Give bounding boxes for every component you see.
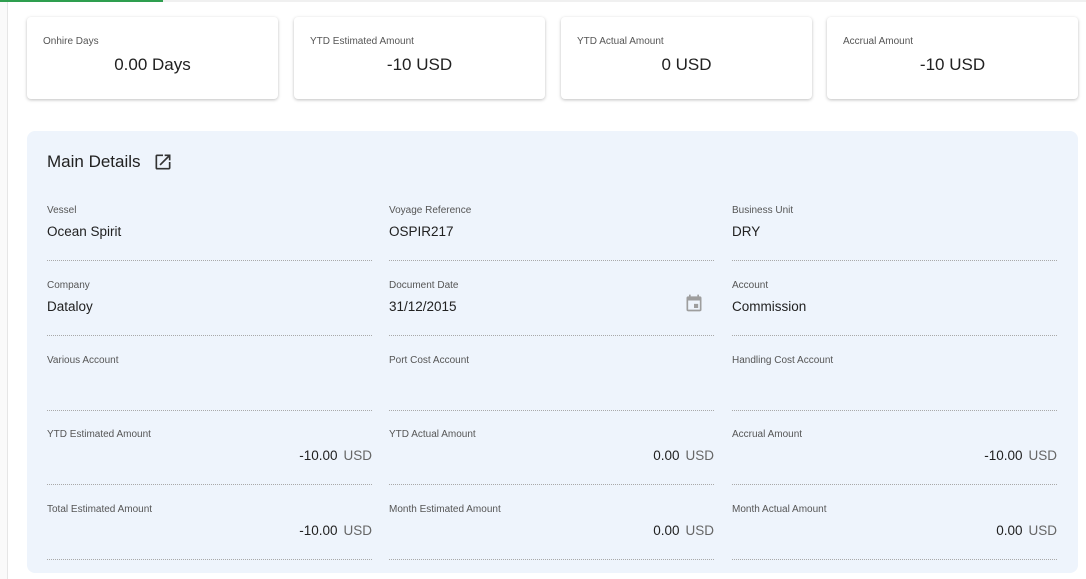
main-details-panel: Main Details Vessel Ocean Spirit Voyage Re… bbox=[27, 131, 1078, 573]
amount: -10.00 bbox=[299, 523, 338, 538]
amount: 0.00 bbox=[653, 523, 680, 538]
amount-value[interactable]: -10.00 USD bbox=[299, 523, 372, 538]
field-label: Month Estimated Amount bbox=[389, 504, 501, 515]
field-handling-cost-account[interactable]: Handling Cost Account bbox=[732, 355, 1057, 411]
panel-title: Main Details bbox=[47, 152, 141, 171]
summary-card-ytd-actual: YTD Actual Amount 0 USD bbox=[561, 17, 812, 99]
amount: -10.00 bbox=[299, 448, 338, 463]
field-label: Month Actual Amount bbox=[732, 504, 827, 515]
field-month-actual-amount[interactable]: Month Actual Amount 0.00 USD bbox=[732, 504, 1057, 560]
field-account[interactable]: Account Commission bbox=[732, 280, 1057, 336]
card-label: YTD Actual Amount bbox=[577, 36, 664, 47]
field-business-unit[interactable]: Business Unit DRY bbox=[732, 205, 1057, 261]
amount: 0.00 bbox=[996, 523, 1023, 538]
amount-value[interactable]: 0.00 USD bbox=[653, 448, 714, 463]
field-label: YTD Actual Amount bbox=[389, 429, 476, 440]
field-label: Various Account bbox=[47, 355, 119, 366]
currency: USD bbox=[1028, 523, 1057, 538]
field-month-estimated-amount[interactable]: Month Estimated Amount 0.00 USD bbox=[389, 504, 714, 560]
field-label: Total Estimated Amount bbox=[47, 504, 153, 515]
card-label: YTD Estimated Amount bbox=[310, 36, 414, 47]
field-accrual-amount[interactable]: Accrual Amount -10.00 USD bbox=[732, 429, 1057, 485]
currency: USD bbox=[685, 523, 714, 538]
calendar-icon[interactable] bbox=[684, 293, 704, 313]
currency: USD bbox=[343, 523, 372, 538]
field-document-date[interactable]: Document Date 31/12/2015 bbox=[389, 280, 714, 336]
field-label: Port Cost Account bbox=[389, 355, 470, 366]
field-port-cost-account[interactable]: Port Cost Account bbox=[389, 355, 714, 411]
field-label: Document Date bbox=[389, 280, 459, 291]
card-value: 0 USD bbox=[661, 55, 712, 74]
progress-bar bbox=[0, 0, 1086, 2]
field-label: Account bbox=[732, 280, 769, 291]
field-label: YTD Estimated Amount bbox=[47, 429, 151, 440]
field-label: Accrual Amount bbox=[732, 429, 803, 440]
card-value: -10 USD bbox=[386, 55, 453, 74]
field-value[interactable]: Commission bbox=[732, 299, 807, 314]
currency: USD bbox=[1028, 448, 1057, 463]
field-value[interactable]: Ocean Spirit bbox=[47, 224, 122, 239]
field-various-account[interactable]: Various Account bbox=[47, 355, 372, 411]
field-label: Company bbox=[47, 280, 90, 291]
progress-fill bbox=[0, 0, 163, 2]
open-in-new-icon[interactable] bbox=[153, 152, 173, 172]
field-label: Voyage Reference bbox=[389, 205, 472, 216]
main-details-header: Main Details bbox=[47, 152, 173, 172]
currency: USD bbox=[343, 448, 372, 463]
field-value[interactable]: 31/12/2015 bbox=[389, 299, 457, 314]
field-label: Business Unit bbox=[732, 205, 794, 216]
field-vessel[interactable]: Vessel Ocean Spirit bbox=[47, 205, 372, 261]
summary-card-ytd-estimated: YTD Estimated Amount -10 USD bbox=[294, 17, 545, 99]
field-value[interactable]: DRY bbox=[732, 224, 761, 239]
summary-card-accrual: Accrual Amount -10 USD bbox=[827, 17, 1078, 99]
amount-value[interactable]: 0.00 USD bbox=[653, 523, 714, 538]
field-voyage-reference[interactable]: Voyage Reference OSPIR217 bbox=[389, 205, 714, 261]
card-label: Onhire Days bbox=[43, 36, 99, 47]
card-value: -10 USD bbox=[919, 55, 986, 74]
field-value[interactable]: OSPIR217 bbox=[389, 224, 454, 239]
field-value[interactable]: Dataloy bbox=[47, 299, 93, 314]
card-value: 0.00 Days bbox=[114, 55, 191, 74]
field-label: Handling Cost Account bbox=[732, 355, 834, 366]
card-label: Accrual Amount bbox=[843, 36, 914, 47]
field-ytd-actual-amount[interactable]: YTD Actual Amount 0.00 USD bbox=[389, 429, 714, 485]
left-edge bbox=[0, 0, 8, 579]
amount-value[interactable]: 0.00 USD bbox=[996, 523, 1057, 538]
field-total-estimated-amount[interactable]: Total Estimated Amount -10.00 USD bbox=[47, 504, 372, 560]
summary-card-onhire-days: Onhire Days 0.00 Days bbox=[27, 17, 278, 99]
field-ytd-estimated-amount[interactable]: YTD Estimated Amount -10.00 USD bbox=[47, 429, 372, 485]
amount-value[interactable]: -10.00 USD bbox=[299, 448, 372, 463]
field-label: Vessel bbox=[47, 205, 77, 216]
amount: -10.00 bbox=[984, 448, 1023, 463]
field-company[interactable]: Company Dataloy bbox=[47, 280, 372, 336]
amount-value[interactable]: -10.00 USD bbox=[984, 448, 1057, 463]
currency: USD bbox=[685, 448, 714, 463]
amount: 0.00 bbox=[653, 448, 680, 463]
